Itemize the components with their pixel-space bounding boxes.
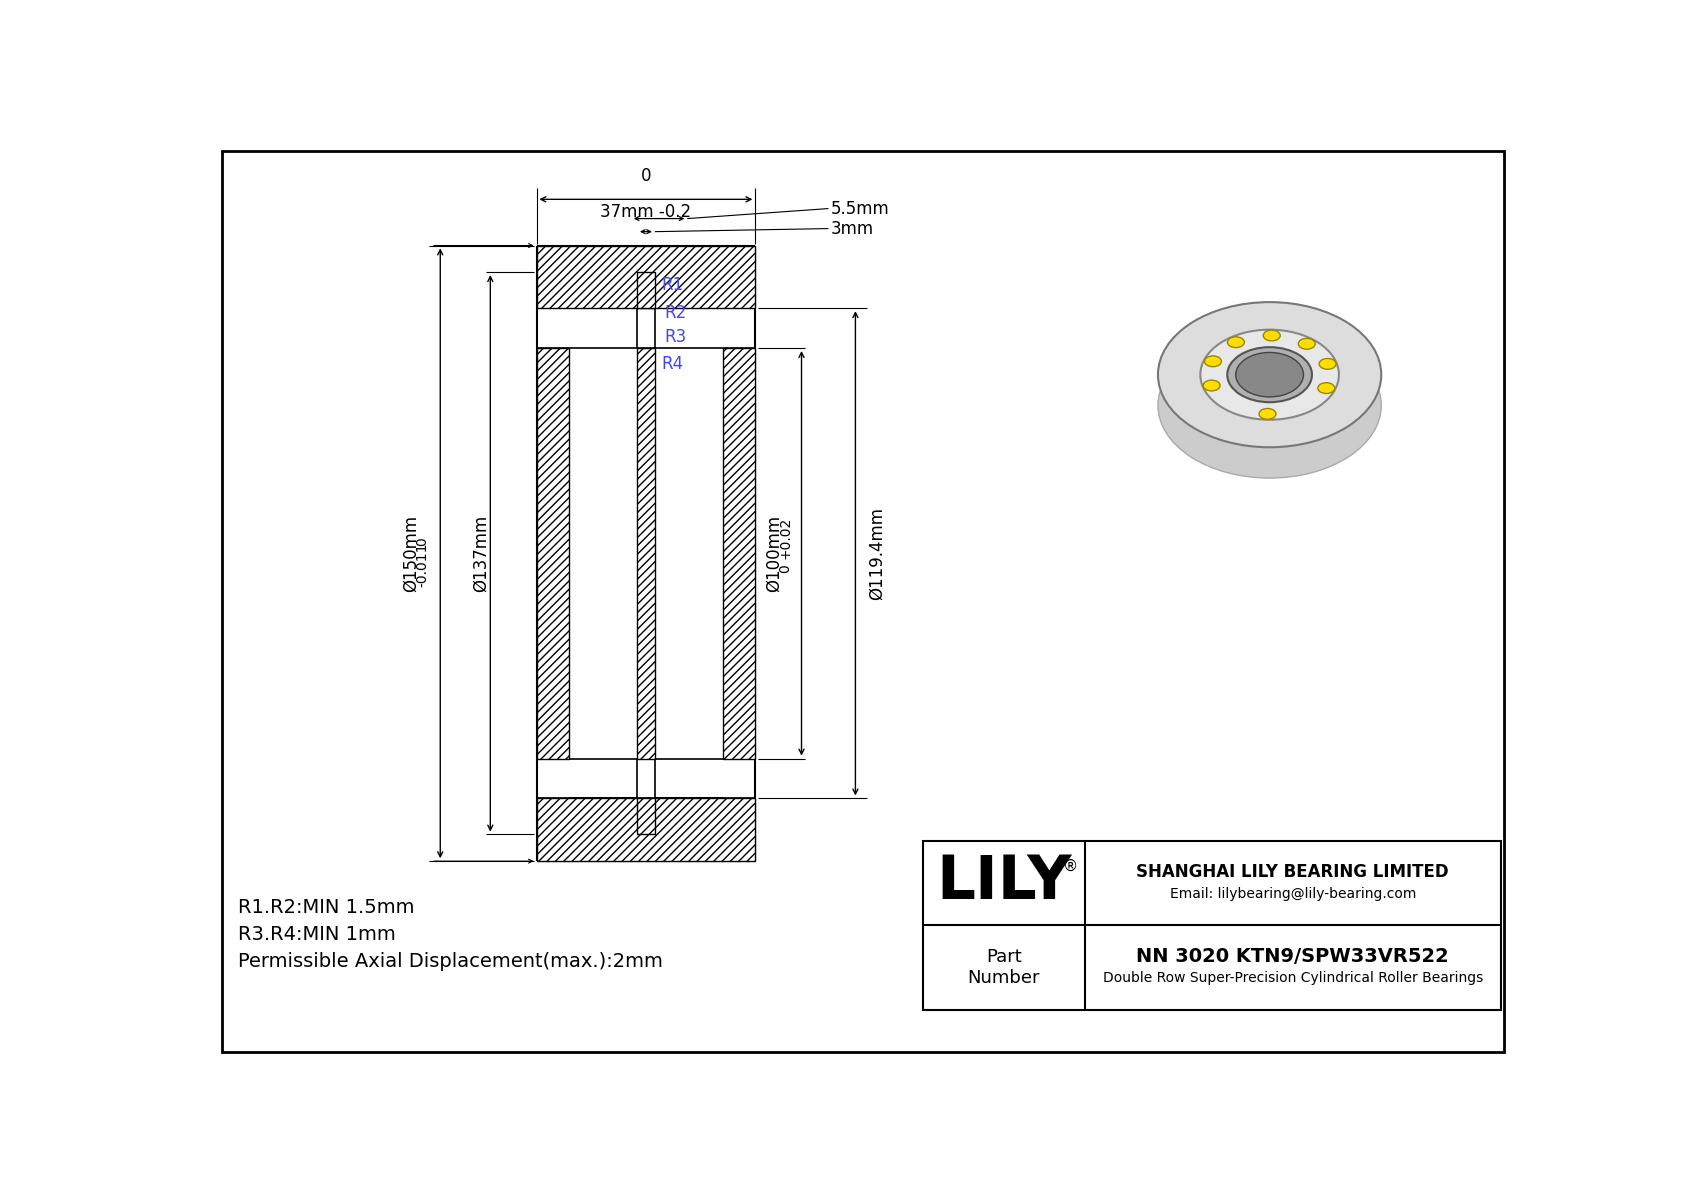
Text: Part
Number: Part Number — [968, 948, 1041, 987]
Bar — [537, 245, 756, 308]
Ellipse shape — [1260, 409, 1276, 419]
Bar — [923, 841, 1500, 1010]
Text: SHANGHAI LILY BEARING LIMITED: SHANGHAI LILY BEARING LIMITED — [1137, 863, 1448, 881]
Ellipse shape — [1159, 333, 1381, 478]
Bar — [537, 348, 569, 759]
Ellipse shape — [1319, 358, 1335, 369]
Text: R4: R4 — [660, 355, 684, 373]
Ellipse shape — [1263, 330, 1280, 341]
Ellipse shape — [1159, 303, 1381, 448]
Text: LILY: LILY — [936, 854, 1071, 912]
Text: 3mm: 3mm — [830, 219, 874, 237]
Ellipse shape — [1202, 380, 1221, 391]
Text: R2: R2 — [663, 305, 687, 323]
Text: R3: R3 — [663, 328, 687, 345]
Text: -0.011: -0.011 — [416, 543, 429, 587]
Text: Permissible Axial Displacement(max.):2mm: Permissible Axial Displacement(max.):2mm — [237, 952, 663, 971]
Bar — [722, 348, 756, 759]
Ellipse shape — [1298, 338, 1315, 349]
Text: Ø137mm: Ø137mm — [472, 515, 490, 592]
Bar — [637, 348, 655, 759]
Ellipse shape — [1201, 330, 1339, 419]
Text: Email: lilybearing@lily-bearing.com: Email: lilybearing@lily-bearing.com — [1169, 886, 1416, 900]
Text: ®: ® — [1063, 859, 1078, 873]
Bar — [637, 273, 655, 308]
Ellipse shape — [1228, 347, 1312, 403]
Text: Ø119.4mm: Ø119.4mm — [867, 507, 886, 600]
Text: 0: 0 — [640, 168, 652, 186]
Ellipse shape — [1204, 356, 1221, 367]
Ellipse shape — [1236, 353, 1303, 397]
Text: 5.5mm: 5.5mm — [830, 200, 889, 218]
Text: NN 3020 KTN9/SPW33VR522: NN 3020 KTN9/SPW33VR522 — [1137, 947, 1450, 966]
Text: R1: R1 — [660, 276, 684, 294]
Bar — [637, 798, 655, 835]
Text: R3.R4:MIN 1mm: R3.R4:MIN 1mm — [237, 925, 396, 944]
Text: Double Row Super-Precision Cylindrical Roller Bearings: Double Row Super-Precision Cylindrical R… — [1103, 972, 1484, 985]
Text: R1.R2:MIN 1.5mm: R1.R2:MIN 1.5mm — [237, 898, 414, 917]
Text: +0.02: +0.02 — [778, 517, 791, 559]
Ellipse shape — [1319, 382, 1335, 393]
Text: 0: 0 — [416, 537, 429, 547]
Ellipse shape — [1228, 337, 1244, 348]
Text: Ø150mm: Ø150mm — [402, 515, 419, 592]
Bar — [537, 798, 756, 861]
Text: 37mm -0.2: 37mm -0.2 — [601, 204, 692, 222]
Text: Ø100mm: Ø100mm — [765, 515, 783, 592]
Text: 0: 0 — [778, 565, 791, 573]
